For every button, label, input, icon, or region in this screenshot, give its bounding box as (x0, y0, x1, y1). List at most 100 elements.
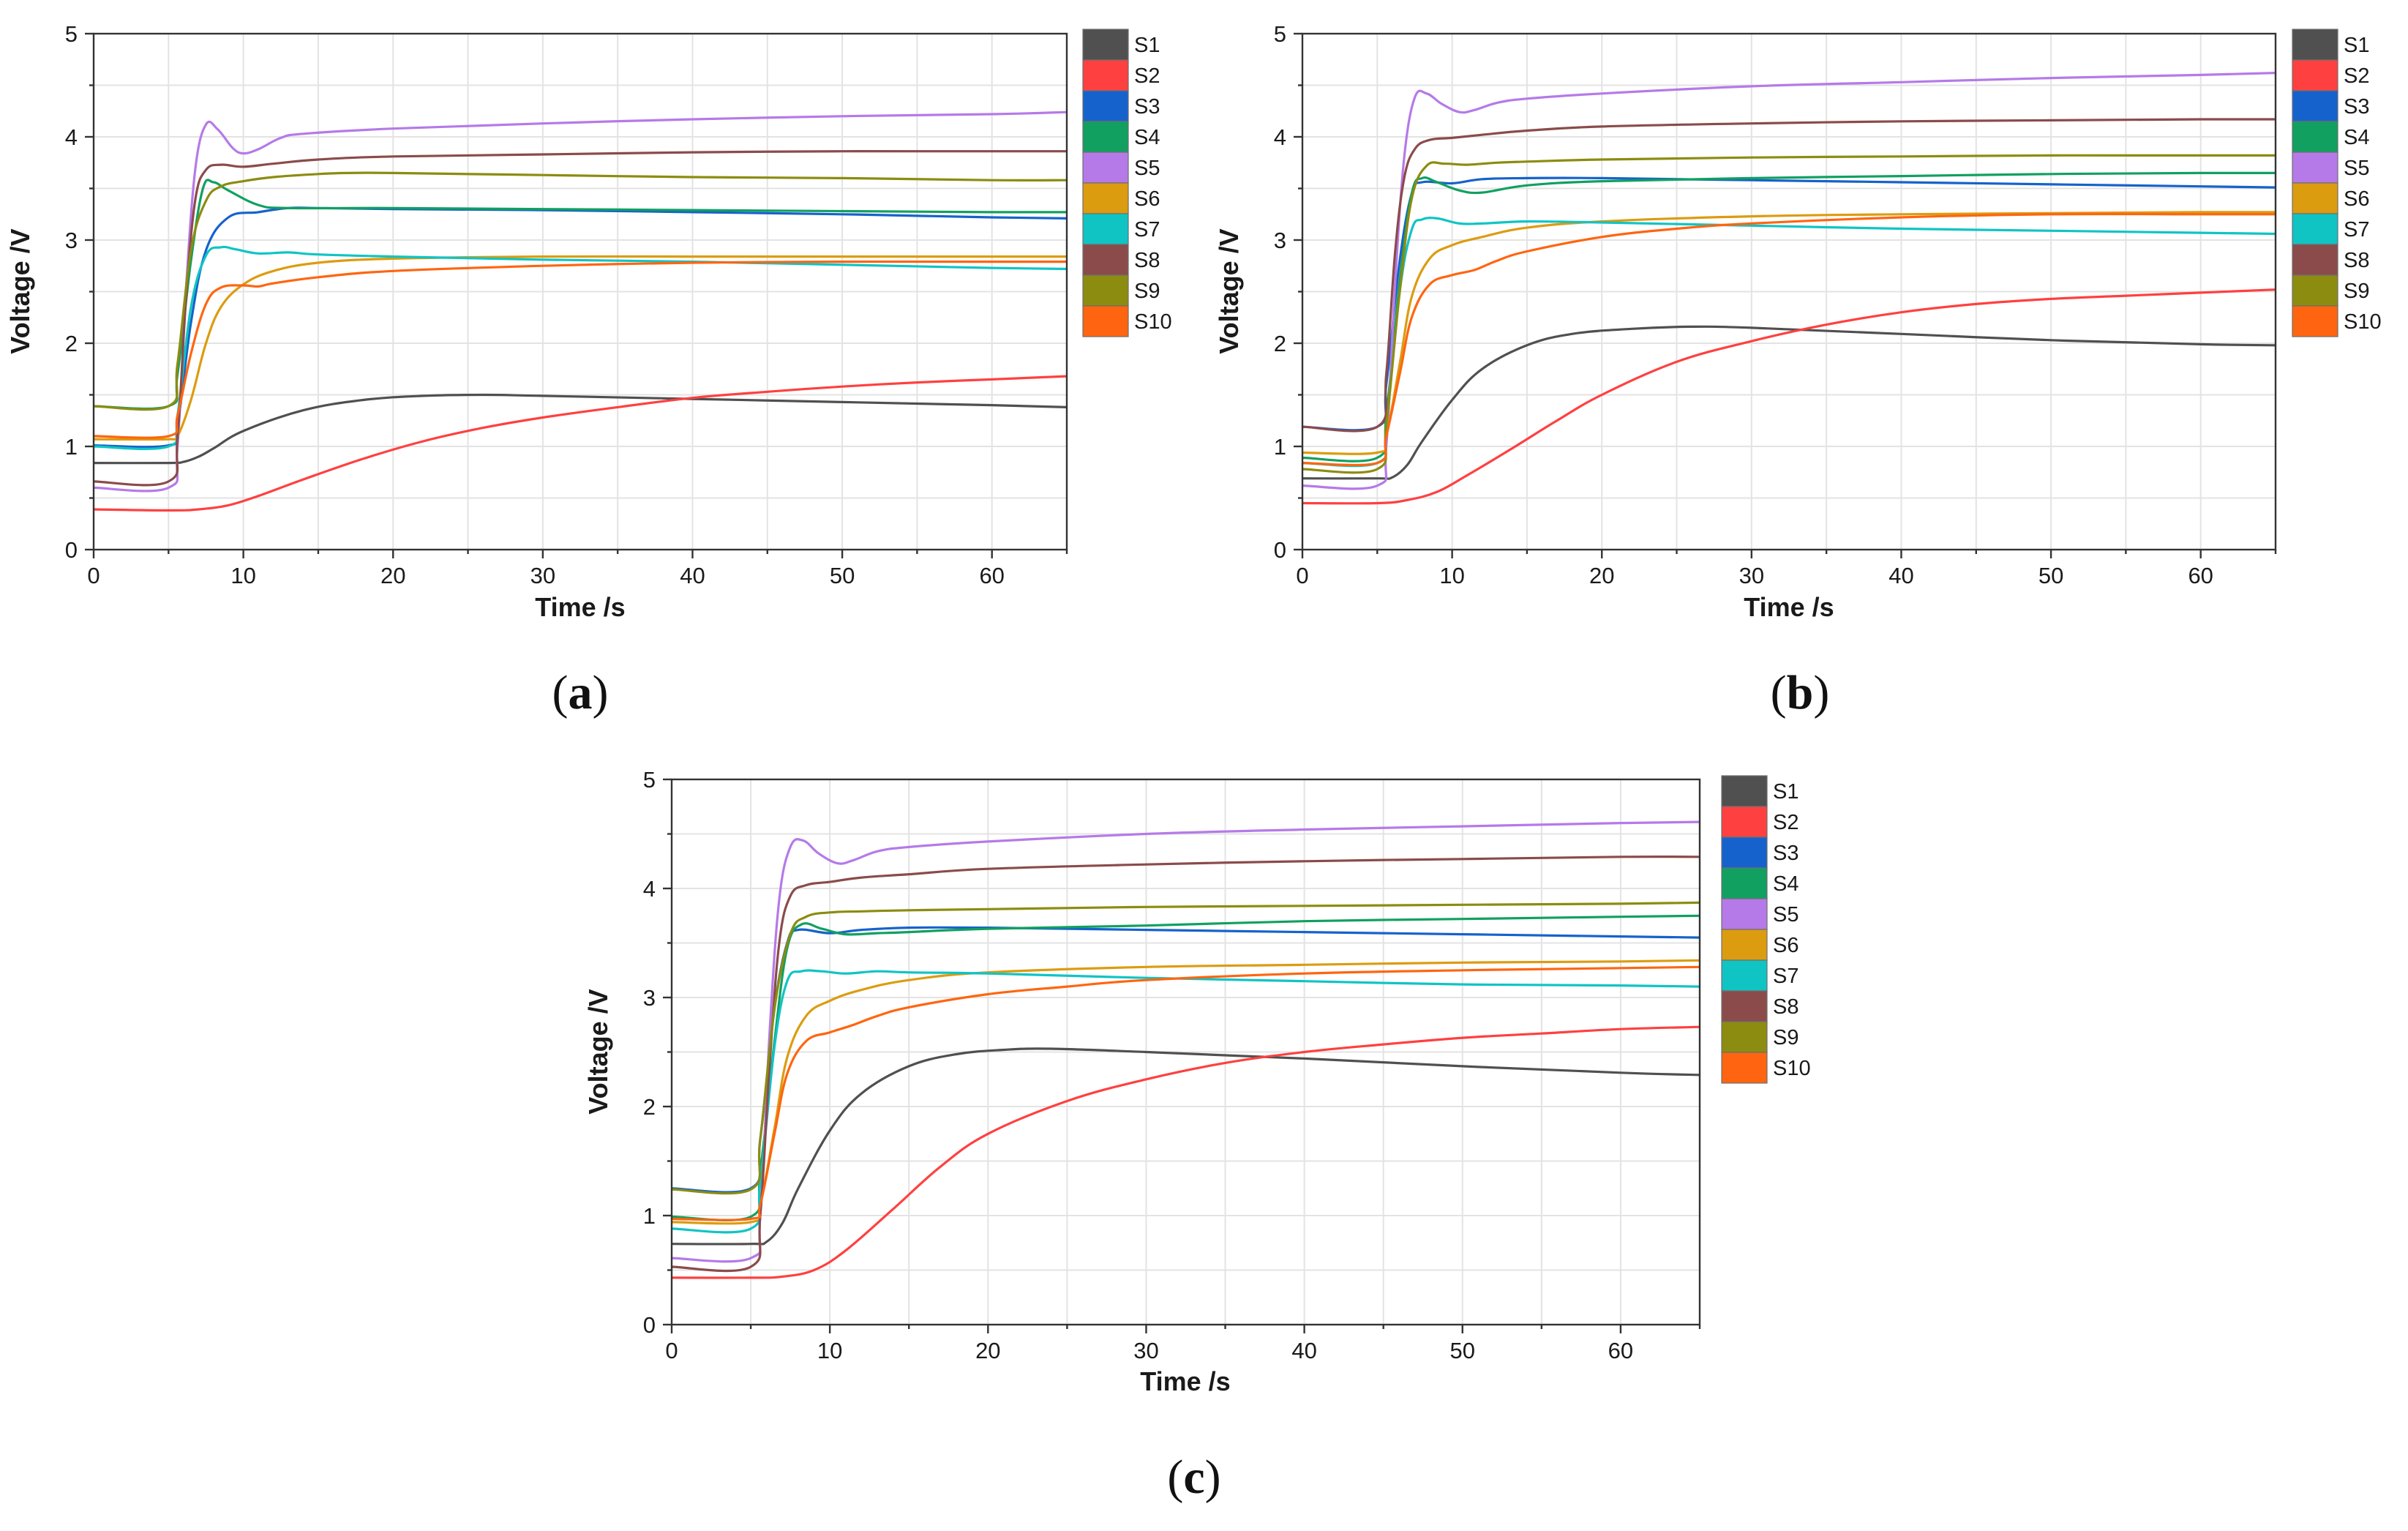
y-axis-title: Voltage /V (1214, 228, 1244, 353)
legend-label-s4: S4 (2344, 126, 2369, 149)
legend-swatch-s2 (2292, 59, 2338, 91)
series-lines (94, 111, 1067, 512)
legend-label-s1: S1 (1773, 780, 1799, 804)
legend-label-s8: S8 (1134, 249, 1160, 272)
series-lines (1302, 72, 2276, 505)
panel-b: 0 10 20 30 40 50 60 0 1 2 3 4 5 Time /s Voltage /V S1 S2… (1214, 21, 2382, 719)
y-tick-label: 5 (643, 767, 656, 793)
series-line-s8 (94, 150, 1067, 487)
legend-swatch-s4 (1721, 867, 1768, 899)
x-tick-label: 30 (1739, 563, 1764, 588)
legend-label-s6: S6 (1134, 187, 1160, 211)
legend: S1 S2 S3 S4 S5 S6 S7 S8 S9 S10 (1082, 29, 1172, 337)
y-tick-label: 3 (643, 985, 656, 1011)
series-line-s8 (1302, 118, 2276, 433)
legend-swatch-s9 (1082, 274, 1129, 307)
x-tick-label: 20 (380, 563, 405, 588)
legend-swatch-s3 (2292, 90, 2338, 122)
legend-swatch-s8 (1721, 990, 1768, 1022)
y-tick-label: 4 (643, 876, 656, 902)
panel-label: (a) (552, 666, 609, 719)
legend-label-s10: S10 (1773, 1057, 1811, 1080)
legend-swatch-s6 (1721, 929, 1768, 961)
legend-label-s3: S3 (1773, 842, 1799, 865)
legend-label-s2: S2 (2344, 64, 2369, 88)
series-line-s8 (672, 855, 1700, 1273)
series-line-s10 (94, 260, 1067, 439)
x-tick-label: 0 (87, 563, 100, 588)
legend-swatch-s9 (1721, 1021, 1768, 1053)
x-tick-label: 0 (1296, 563, 1308, 588)
y-tick-label: 1 (1274, 434, 1286, 460)
legend-label-s9: S9 (1134, 280, 1160, 303)
series-line-s2 (94, 375, 1067, 512)
y-tick-label: 4 (1274, 124, 1286, 150)
legend-swatch-s10 (1082, 305, 1129, 337)
y-tick-label: 5 (1274, 21, 1286, 47)
y-tick-label: 2 (65, 331, 78, 356)
series-line-s6 (94, 255, 1067, 441)
x-tick-label: 40 (1291, 1338, 1316, 1363)
y-tick-label: 1 (643, 1203, 656, 1229)
x-tick-label: 10 (1439, 563, 1464, 588)
x-tick-label: 20 (1589, 563, 1614, 588)
x-tick-label: 40 (1888, 563, 1913, 588)
series-line-s5 (94, 111, 1067, 493)
x-tick-label: 20 (975, 1338, 1000, 1363)
x-tick-label: 10 (817, 1338, 842, 1363)
y-tick-label: 3 (65, 228, 78, 253)
x-tick-label: 30 (530, 563, 555, 588)
x-tick-label: 50 (830, 563, 855, 588)
legend-label-s7: S7 (1773, 965, 1799, 988)
x-tick-label: 0 (665, 1338, 678, 1363)
legend-label-s1: S1 (1134, 34, 1160, 57)
legend-label-s7: S7 (1134, 218, 1160, 242)
legend-label-s4: S4 (1134, 126, 1160, 149)
x-axis-title: Time /s (1744, 592, 1834, 622)
series-line-s10 (672, 965, 1700, 1221)
y-tick-label: 4 (65, 124, 78, 150)
series-line-s10 (1302, 212, 2276, 467)
legend-label-s9: S9 (1773, 1026, 1799, 1049)
series-line-s2 (672, 1025, 1700, 1279)
legend-swatch-s3 (1082, 90, 1129, 122)
legend-label-s3: S3 (2344, 95, 2369, 119)
y-tick-label: 0 (643, 1312, 656, 1338)
legend: S1 S2 S3 S4 S5 S6 S7 S8 S9 S10 (1721, 775, 1811, 1084)
y-tick-label: 0 (65, 537, 78, 563)
legend-swatch-s8 (1082, 244, 1129, 276)
legend-swatch-s6 (2292, 182, 2338, 214)
legend-swatch-s4 (2292, 121, 2338, 153)
legend-label-s8: S8 (1773, 995, 1799, 1019)
y-tick-label: 2 (643, 1094, 656, 1120)
legend-swatch-s7 (1082, 213, 1129, 245)
legend-label-s5: S5 (1773, 903, 1799, 927)
y-tick-label: 1 (65, 434, 78, 460)
x-tick-label: 60 (1608, 1338, 1633, 1363)
legend-label-s3: S3 (1134, 95, 1160, 119)
legend-label-s4: S4 (1773, 872, 1799, 896)
x-tick-label: 50 (1450, 1338, 1475, 1363)
series-lines (672, 820, 1700, 1279)
series-line-s2 (1302, 288, 2276, 505)
legend-swatch-s4 (1082, 121, 1129, 153)
x-axis-title: Time /s (535, 592, 625, 622)
legend-swatch-s10 (2292, 305, 2338, 337)
legend-swatch-s8 (2292, 244, 2338, 276)
legend-label-s10: S10 (2344, 310, 2382, 334)
x-tick-label: 10 (230, 563, 255, 588)
y-tick-label: 5 (65, 21, 78, 47)
panel-label: (c) (1167, 1450, 1220, 1504)
series-line-s7 (672, 969, 1700, 1234)
x-tick-label: 30 (1133, 1338, 1158, 1363)
legend-swatch-s9 (2292, 274, 2338, 307)
series-line-s9 (672, 901, 1700, 1195)
legend-label-s1: S1 (2344, 34, 2369, 57)
legend-swatch-s3 (1721, 836, 1768, 869)
series-line-s9 (94, 171, 1067, 411)
x-tick-label: 60 (979, 563, 1004, 588)
legend-label-s7: S7 (2344, 218, 2369, 242)
y-axis-title: Voltage /V (583, 989, 613, 1114)
panel-a: 0 10 20 30 40 50 60 0 1 2 3 4 5 Time /s Voltage /V S1 S2… (5, 21, 1172, 719)
